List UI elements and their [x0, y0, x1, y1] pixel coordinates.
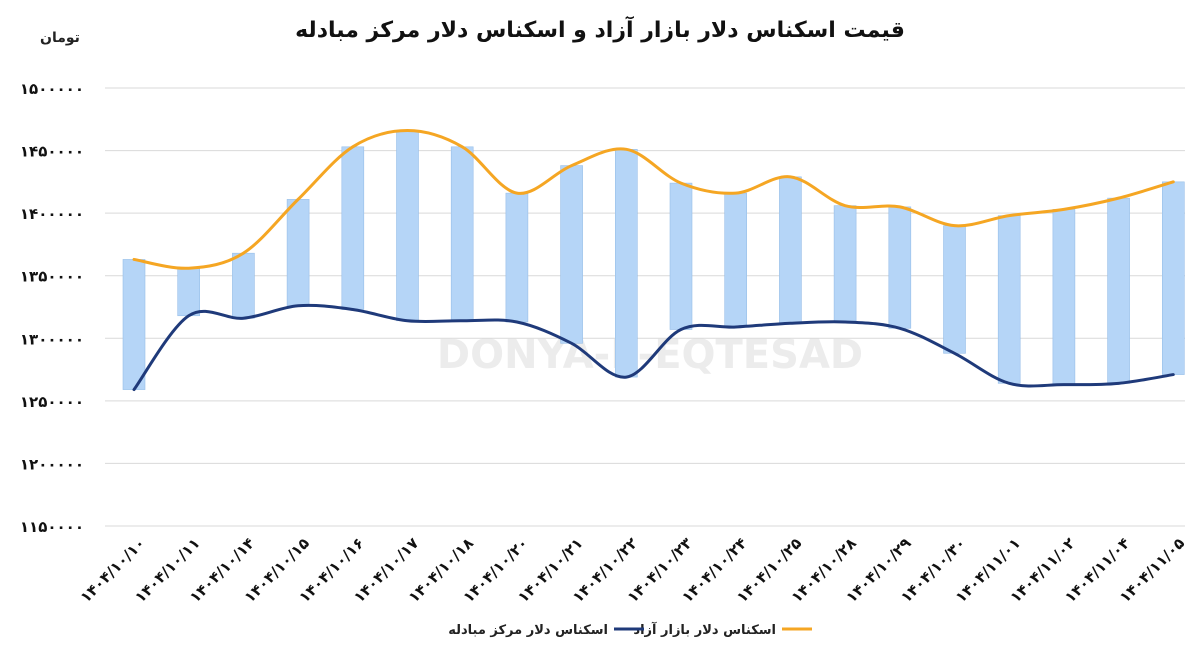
legend-label-center: اسکناس دلار مرکز مبادله	[448, 623, 608, 638]
y-axis-unit-label: تومان	[40, 30, 80, 46]
spread-bar	[450, 146, 474, 322]
spread-bar	[724, 192, 748, 328]
y-tick-label: ۱۳۰۰۰۰۰	[20, 330, 84, 348]
spread-bar	[1107, 197, 1130, 384]
spread-bar	[888, 206, 912, 329]
chart-title: قیمت اسکناس دلار بازار آزاد و اسکناس دلا…	[295, 18, 905, 43]
spread-bar	[833, 205, 857, 323]
spread-bar	[560, 165, 583, 344]
spread-bar	[779, 176, 802, 324]
y-tick-label: ۱۴۰۰۰۰۰	[20, 205, 84, 223]
spread-bar	[1052, 209, 1076, 385]
y-tick-label: ۱۵۰۰۰۰۰	[20, 80, 84, 98]
y-tick-label: ۱۱۵۰۰۰۰	[20, 518, 84, 536]
spread-bar	[943, 225, 966, 354]
legend-label-free: اسکناس دلار بازار آزاد	[633, 621, 776, 638]
y-tick-label: ۱۳۵۰۰۰۰	[20, 268, 84, 286]
spread-bar	[122, 259, 146, 390]
spread-bar	[286, 199, 310, 307]
y-tick-label: ۱۲۵۰۰۰۰	[20, 393, 84, 411]
y-tick-label: ۱۲۰۰۰۰۰	[20, 455, 84, 473]
spread-bar	[669, 182, 693, 330]
watermark-text: DONYA-E-EQTESAD	[437, 332, 863, 378]
spread-bar	[177, 267, 200, 317]
spread-bar	[232, 252, 255, 319]
spread-bar	[997, 215, 1021, 384]
spread-bar	[341, 146, 365, 310]
spread-bar	[505, 192, 529, 323]
y-tick-label: ۱۴۵۰۰۰۰	[20, 143, 84, 161]
spread-bar	[614, 149, 638, 378]
spread-bar	[1162, 181, 1185, 375]
series-line-center	[132, 303, 1175, 392]
spread-bar	[396, 130, 419, 322]
series-line-free	[132, 129, 1175, 270]
